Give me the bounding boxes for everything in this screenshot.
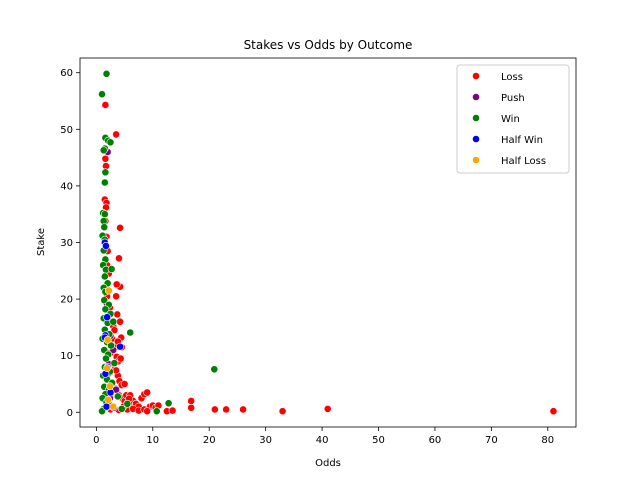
point-loss-50 <box>120 380 129 388</box>
point-win-59 <box>113 392 122 401</box>
x-tick-label-2: 20 <box>203 435 216 446</box>
point-loss-38 <box>115 254 123 263</box>
point-loss-58 <box>143 388 152 397</box>
point-loss-1 <box>101 154 110 163</box>
x-tick-label-5: 50 <box>372 435 385 446</box>
point-half-loss-5 <box>109 402 118 411</box>
point-win-54 <box>210 365 219 374</box>
point-win-38 <box>102 354 110 363</box>
point-win-26 <box>101 305 110 314</box>
point-loss-40 <box>112 280 121 289</box>
point-loss-65 <box>187 397 196 405</box>
legend-marker-push <box>472 93 480 101</box>
point-win-39 <box>110 359 119 367</box>
chart-title: Stakes vs Odds by Outcome <box>244 38 413 52</box>
y-tick-label-1: 10 <box>60 351 73 362</box>
point-win-20 <box>100 272 109 281</box>
point-half-win-7 <box>116 342 124 351</box>
point-win-8 <box>100 178 109 187</box>
point-loss-67 <box>210 405 219 414</box>
point-win-30 <box>109 317 118 326</box>
point-win-56 <box>152 407 161 416</box>
x-tick-label-8: 80 <box>541 435 554 446</box>
point-loss-41 <box>112 292 121 301</box>
y-tick-label-0: 0 <box>67 408 73 419</box>
point-half-loss-3 <box>106 382 114 391</box>
point-loss-16 <box>110 326 119 335</box>
legend-label-win: Win <box>501 114 520 125</box>
point-win-12 <box>100 223 109 232</box>
legend-label-half-loss: Half Loss <box>501 156 546 167</box>
point-half-loss-2 <box>103 364 111 373</box>
y-tick-label-2: 20 <box>60 295 73 306</box>
point-win-35 <box>107 341 115 350</box>
point-half-loss-1 <box>103 335 112 344</box>
point-win-0 <box>102 69 111 78</box>
point-half-win-2 <box>103 313 111 322</box>
point-win-4 <box>106 138 115 147</box>
point-half-win-1 <box>102 241 110 250</box>
point-loss-70 <box>278 407 287 416</box>
legend-label-half-win: Half Win <box>501 135 543 146</box>
point-loss-77 <box>143 407 152 416</box>
point-loss-69 <box>239 405 247 414</box>
y-tick-label-4: 40 <box>60 181 73 192</box>
legend-label-loss: Loss <box>501 72 523 83</box>
point-win-55 <box>164 399 173 408</box>
legend-label-push: Push <box>501 93 525 104</box>
point-half-win-9 <box>102 402 111 411</box>
legend-marker-loss <box>472 72 480 80</box>
point-loss-72 <box>549 407 558 416</box>
y-axis-label: Stake <box>36 228 47 256</box>
point-half-loss-0 <box>104 286 113 295</box>
x-axis-label: Odds <box>315 458 341 469</box>
point-half-loss-4 <box>104 395 113 404</box>
legend-marker-half-win <box>472 135 480 143</box>
legend-marker-win <box>472 114 480 122</box>
x-tick-label-3: 30 <box>259 435 272 446</box>
legend: Loss Push Win Half Win Half Loss <box>456 64 570 174</box>
x-axis: 0 10 20 30 40 50 60 70 80 <box>93 427 554 446</box>
point-win-10 <box>100 210 109 219</box>
x-tick-label-4: 40 <box>316 435 329 446</box>
y-tick-label-3: 30 <box>60 238 73 249</box>
point-loss-0 <box>101 101 110 109</box>
point-loss-64 <box>168 406 177 415</box>
point-win-1 <box>98 90 106 99</box>
y-axis: 0 10 20 30 40 50 60 <box>60 68 80 419</box>
point-win-58 <box>123 399 132 408</box>
point-win-57 <box>117 404 126 413</box>
point-win-6 <box>99 146 108 155</box>
point-loss-71 <box>323 404 332 413</box>
point-loss-66 <box>187 403 196 412</box>
x-tick-label-0: 0 <box>93 435 99 446</box>
x-tick-label-1: 10 <box>146 435 159 446</box>
point-win-7 <box>101 168 110 177</box>
x-tick-label-6: 60 <box>429 435 442 446</box>
y-tick-label-5: 50 <box>60 125 73 136</box>
y-tick-label-6: 60 <box>60 68 73 79</box>
point-loss-42 <box>113 310 122 319</box>
legend-marker-half-loss <box>472 156 480 164</box>
point-win-19 <box>107 265 116 273</box>
point-loss-43 <box>116 317 124 326</box>
point-win-53 <box>126 328 135 337</box>
point-loss-36 <box>112 130 121 139</box>
legend-box <box>456 64 570 174</box>
x-tick-label-7: 70 <box>485 435 498 446</box>
point-loss-68 <box>222 405 231 414</box>
point-loss-47 <box>116 354 125 363</box>
point-loss-37 <box>116 223 124 232</box>
points-layer <box>98 69 558 416</box>
